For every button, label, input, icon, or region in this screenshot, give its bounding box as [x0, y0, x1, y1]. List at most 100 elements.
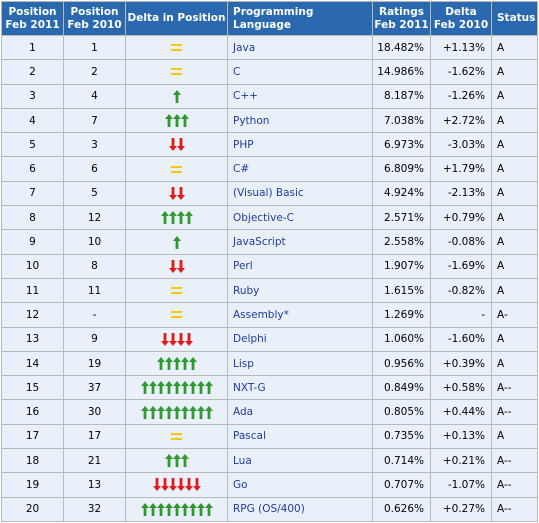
equal-icon [171, 311, 182, 319]
delta-rating-cell: +1.79% [430, 156, 492, 182]
rating-cell: 6.973% [372, 132, 431, 158]
col-header-delta-ratings[interactable]: Delta Feb 2010 [430, 1, 492, 36]
arrow-up-icon [172, 502, 181, 516]
col-header-delta-position[interactable]: Delta in Position [125, 1, 228, 36]
arrow-down-icon [168, 138, 177, 152]
position-2010-cell: - [63, 302, 126, 328]
language-cell[interactable]: C# [227, 156, 373, 182]
down-arrows-group [168, 186, 185, 200]
language-cell[interactable]: Objective-C [227, 205, 373, 231]
delta-position-cell [125, 423, 228, 450]
col-header-language[interactable]: Programming Language [227, 1, 373, 36]
delta-rating-cell: +0.44% [430, 399, 492, 425]
language-cell[interactable]: NXT-G [227, 375, 373, 401]
position-2010-cell: 10 [63, 229, 126, 255]
delta-position-cell [125, 59, 228, 85]
table-row: 8 12 Objective-C 2.571% +0.79% A [1, 205, 538, 231]
table-row: 18 21 Lua 0.714% +0.21% A-- [1, 448, 538, 474]
arrow-down-icon [160, 478, 169, 492]
language-cell[interactable]: Go [227, 472, 373, 498]
col-header-ratings[interactable]: Ratings Feb 2011 [372, 1, 431, 36]
delta-position-cell [125, 472, 228, 498]
table-row: 17 17 Pascal 0.735% +0.13% A [1, 423, 538, 450]
position-2010-cell: 3 [63, 132, 126, 158]
language-cell[interactable]: C++ [227, 83, 373, 109]
position-2011-cell: 16 [1, 399, 64, 425]
status-cell: A [491, 253, 538, 279]
status-cell: A-- [491, 496, 538, 523]
status-cell: A [491, 156, 538, 182]
arrow-up-icon [156, 405, 165, 419]
delta-position-cell [125, 496, 228, 523]
arrow-up-icon [172, 89, 181, 103]
language-cell[interactable]: C [227, 59, 373, 85]
language-cell[interactable]: Lisp [227, 350, 373, 377]
position-2011-cell: 11 [1, 277, 64, 304]
language-cell[interactable]: Lua [227, 448, 373, 474]
delta-rating-cell: -0.82% [430, 277, 492, 304]
rating-cell: 4.924% [372, 180, 431, 207]
status-cell: A [491, 205, 538, 231]
rating-cell: 2.558% [372, 229, 431, 255]
language-cell[interactable]: Ruby [227, 277, 373, 304]
table-row: 2 2 C 14.986% -1.62% A [1, 59, 538, 85]
delta-position-cell [125, 83, 228, 109]
col-header-status[interactable]: Status [491, 1, 538, 36]
language-cell[interactable]: Assembly* [227, 302, 373, 328]
header-row: Position Feb 2011 Position Feb 2010 Delta … [1, 1, 538, 36]
delta-rating-cell: +0.58% [430, 375, 492, 401]
rating-cell: 18.482% [372, 34, 431, 61]
language-cell[interactable]: Pascal [227, 423, 373, 450]
language-cell[interactable]: Python [227, 107, 373, 134]
delta-position-cell [125, 156, 228, 182]
language-cell[interactable]: Java [227, 34, 373, 61]
delta-position-cell [125, 326, 228, 352]
table-row: 5 3 PHP 6.973% -3.03% A [1, 132, 538, 158]
position-2010-cell: 2 [63, 59, 126, 85]
rating-cell: 6.809% [372, 156, 431, 182]
arrow-up-icon [196, 502, 205, 516]
arrow-up-icon [196, 381, 205, 395]
position-2010-cell: 6 [63, 156, 126, 182]
language-cell[interactable]: JavaScript [227, 229, 373, 255]
rating-cell: 1.907% [372, 253, 431, 279]
arrow-up-icon [188, 381, 197, 395]
status-cell: A [491, 423, 538, 450]
arrow-up-icon [164, 454, 173, 468]
position-2011-cell: 10 [1, 253, 64, 279]
position-2010-cell: 4 [63, 83, 126, 109]
arrow-down-icon [176, 186, 185, 200]
arrow-up-icon [164, 405, 173, 419]
up-arrows-group [164, 114, 189, 128]
down-arrows-group [160, 332, 193, 346]
delta-rating-cell: - [430, 302, 492, 328]
table-row: 19 13 Go 0.707% -1.07% A-- [1, 472, 538, 498]
language-cell[interactable]: Ada [227, 399, 373, 425]
delta-position-cell [125, 180, 228, 207]
delta-rating-cell: +1.13% [430, 34, 492, 61]
table-row: 15 37 NXT-G 0.849% +0.58% A-- [1, 375, 538, 401]
delta-position-cell [125, 107, 228, 134]
arrow-down-icon [192, 478, 201, 492]
equal-icon [171, 68, 182, 76]
arrow-up-icon [172, 235, 181, 249]
language-cell[interactable]: Perl [227, 253, 373, 279]
equal-icon [171, 432, 182, 440]
status-cell: A [491, 132, 538, 158]
col-header-position-2011[interactable]: Position Feb 2011 [1, 1, 64, 36]
delta-position-cell [125, 229, 228, 255]
up-arrows-group [140, 405, 213, 419]
delta-rating-cell: +0.27% [430, 496, 492, 523]
rating-cell: 0.956% [372, 350, 431, 377]
language-cell[interactable]: RPG (OS/400) [227, 496, 373, 523]
status-cell: A-- [491, 448, 538, 474]
down-arrows-group [168, 138, 185, 152]
language-cell[interactable]: PHP [227, 132, 373, 158]
rating-cell: 8.187% [372, 83, 431, 109]
arrow-up-icon [164, 114, 173, 128]
language-cell[interactable]: Delphi [227, 326, 373, 352]
up-arrows-group [164, 454, 189, 468]
language-cell[interactable]: (Visual) Basic [227, 180, 373, 207]
rating-cell: 0.735% [372, 423, 431, 450]
col-header-position-2010[interactable]: Position Feb 2010 [63, 1, 126, 36]
